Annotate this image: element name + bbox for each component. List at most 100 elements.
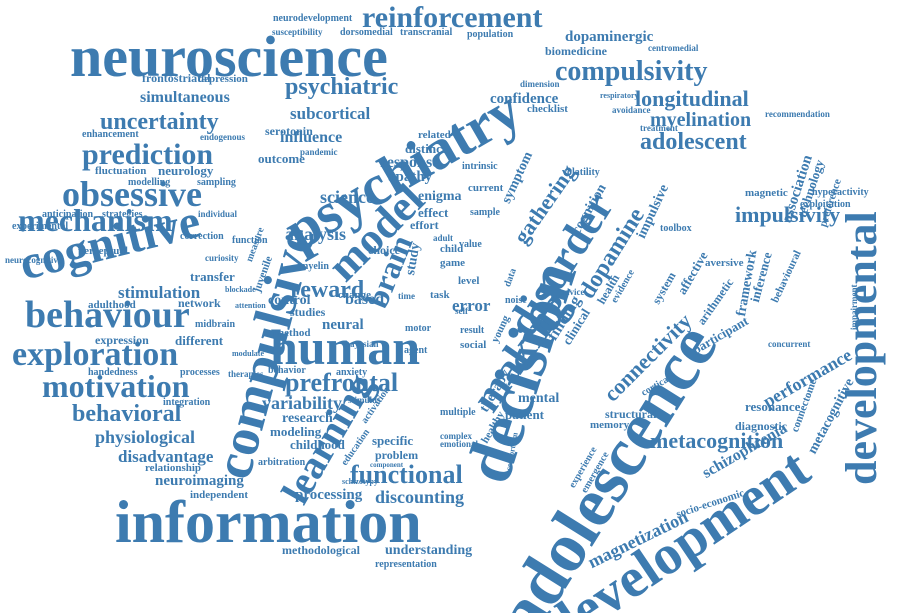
word-individual: individual <box>198 209 238 219</box>
word-arithmetic: arithmetic <box>694 275 737 328</box>
word-physiological: physiological <box>95 427 196 447</box>
word-curiosity: curiosity <box>205 253 239 263</box>
word-social: social <box>460 339 487 351</box>
word-current: current <box>468 182 504 194</box>
word-sampling: sampling <box>197 177 236 188</box>
word-attention: attention <box>235 301 266 310</box>
word-behavior: behavior <box>268 365 306 376</box>
word-effect: effect <box>418 205 449 220</box>
word-longitudinal: longitudinal <box>635 86 749 111</box>
word-handedness: handedness <box>88 367 138 378</box>
word-error: error <box>452 296 491 315</box>
word-integration: integration <box>163 397 211 408</box>
word-therapies: therapies <box>228 369 264 379</box>
word-concurrent: concurrent <box>768 339 811 349</box>
word-exploration: exploration <box>12 336 179 373</box>
word-processes: processes <box>180 367 220 378</box>
word-population: population <box>467 29 514 40</box>
word-related: related <box>418 129 451 141</box>
word-different: different <box>175 333 224 348</box>
word-function: function <box>232 235 268 246</box>
word-study: study <box>403 241 424 277</box>
word-enhancement: enhancement <box>82 129 139 140</box>
word-network: network <box>178 296 221 310</box>
word-neurology: neurology <box>158 163 214 178</box>
word-control: control <box>268 293 311 308</box>
word-volatility: volatility <box>562 167 600 178</box>
word-frontostriatal: frontostriatal <box>142 71 211 85</box>
word-neurodevelopment: neurodevelopment <box>273 13 353 24</box>
word-psychiatric: psychiatric <box>285 74 399 100</box>
word-myelination: myelination <box>650 109 752 131</box>
word-representation: representation <box>375 559 437 570</box>
word-discounting: discounting <box>375 487 465 507</box>
word-change: change <box>338 289 371 301</box>
word-structural: structural <box>605 407 657 421</box>
word-reinforcement: reinforcement <box>362 1 543 34</box>
word-relationship: relationship <box>145 462 202 474</box>
word-self: self <box>455 306 468 316</box>
word-depression: depression <box>198 73 248 85</box>
word-modelling: modelling <box>128 177 171 188</box>
word-human: human <box>270 319 421 375</box>
word-studies: studies <box>290 305 326 319</box>
word-uncertainty: uncertainty <box>100 109 219 135</box>
word-resonance: resonance <box>745 399 801 414</box>
word-mechanism: mechanism <box>18 202 173 238</box>
word-understanding: understanding <box>385 543 473 558</box>
word-influence: influence <box>280 129 343 146</box>
word-transfer: transfer <box>190 269 235 284</box>
word-component: component <box>370 461 404 469</box>
word-independent: independent <box>190 489 249 501</box>
word-method: method <box>275 327 311 339</box>
word-emotional: emotional <box>440 439 478 449</box>
word-stimulus: stimulus <box>348 395 381 405</box>
word-effort: effort <box>410 218 439 232</box>
word-behavioural: behavioural <box>769 248 804 305</box>
word-enigma: enigma <box>418 189 462 204</box>
word-dimension: dimension <box>520 79 560 89</box>
word-dopaminergic: dopaminergic <box>565 29 654 45</box>
word-apathy: apathy <box>388 169 433 185</box>
word-analysis: analysis <box>285 224 347 244</box>
word-susceptibility: susceptibility <box>272 27 323 37</box>
word-neuroscience: neuroscience <box>70 24 388 89</box>
word-motor: motor <box>405 323 432 334</box>
word-respiratory: respiratory <box>600 91 639 100</box>
word-dorsomedial: dorsomedial <box>340 27 393 38</box>
word-processing: processing <box>295 487 363 503</box>
word-simultaneous: simultaneous <box>140 89 230 106</box>
word-impairment: impairment <box>849 284 859 331</box>
word-myelin: myelin <box>300 261 329 272</box>
word-time: time <box>398 291 415 301</box>
word-anxiety: anxiety <box>336 367 368 378</box>
word-impulsivity: impulsivity <box>735 202 841 227</box>
word-anticipation: anticipation <box>42 209 94 220</box>
word-problem: problem <box>375 448 419 462</box>
word-sample: sample <box>470 207 500 218</box>
word-serotonin: serotonin <box>265 124 313 138</box>
word-based: based <box>345 291 385 308</box>
word-arbitration: arbitration <box>258 457 306 468</box>
word-reward: reward <box>290 277 365 303</box>
word-behavioral: behavioral <box>72 401 182 427</box>
word-checklist: checklist <box>527 103 568 115</box>
word-methodological: methodological <box>282 543 360 557</box>
word-childhood: childhood <box>290 437 345 452</box>
word-exploitation: exploitation <box>800 199 851 210</box>
word-endogenous: endogenous <box>200 132 246 142</box>
word-recommendation: recommendation <box>765 109 830 119</box>
word-metacognition: metacognition <box>650 428 784 453</box>
word-strategies: strategies <box>102 209 143 220</box>
word-memory: memory <box>590 419 630 431</box>
word-adulthood: adulthood <box>88 299 136 311</box>
word-neurocognitive: neurocognitive <box>5 255 62 265</box>
word-fluctuation: fluctuation <box>95 165 147 177</box>
word-variability: variability <box>262 393 342 413</box>
word-perceptual: perceptual <box>78 245 128 257</box>
word-distinct: distinct <box>405 141 447 156</box>
word-experimental: experimental <box>12 221 69 232</box>
word-outcome: outcome <box>258 151 305 166</box>
word-compulsivity: compulsivity <box>555 56 708 87</box>
